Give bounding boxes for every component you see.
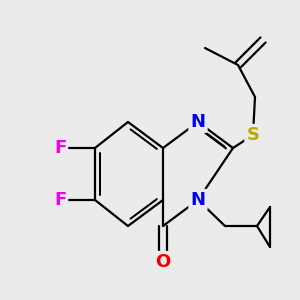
Text: O: O (155, 253, 171, 271)
Text: F: F (54, 139, 66, 157)
Text: S: S (247, 126, 260, 144)
Text: N: N (190, 191, 206, 209)
Text: F: F (54, 191, 66, 209)
Text: N: N (190, 113, 206, 131)
